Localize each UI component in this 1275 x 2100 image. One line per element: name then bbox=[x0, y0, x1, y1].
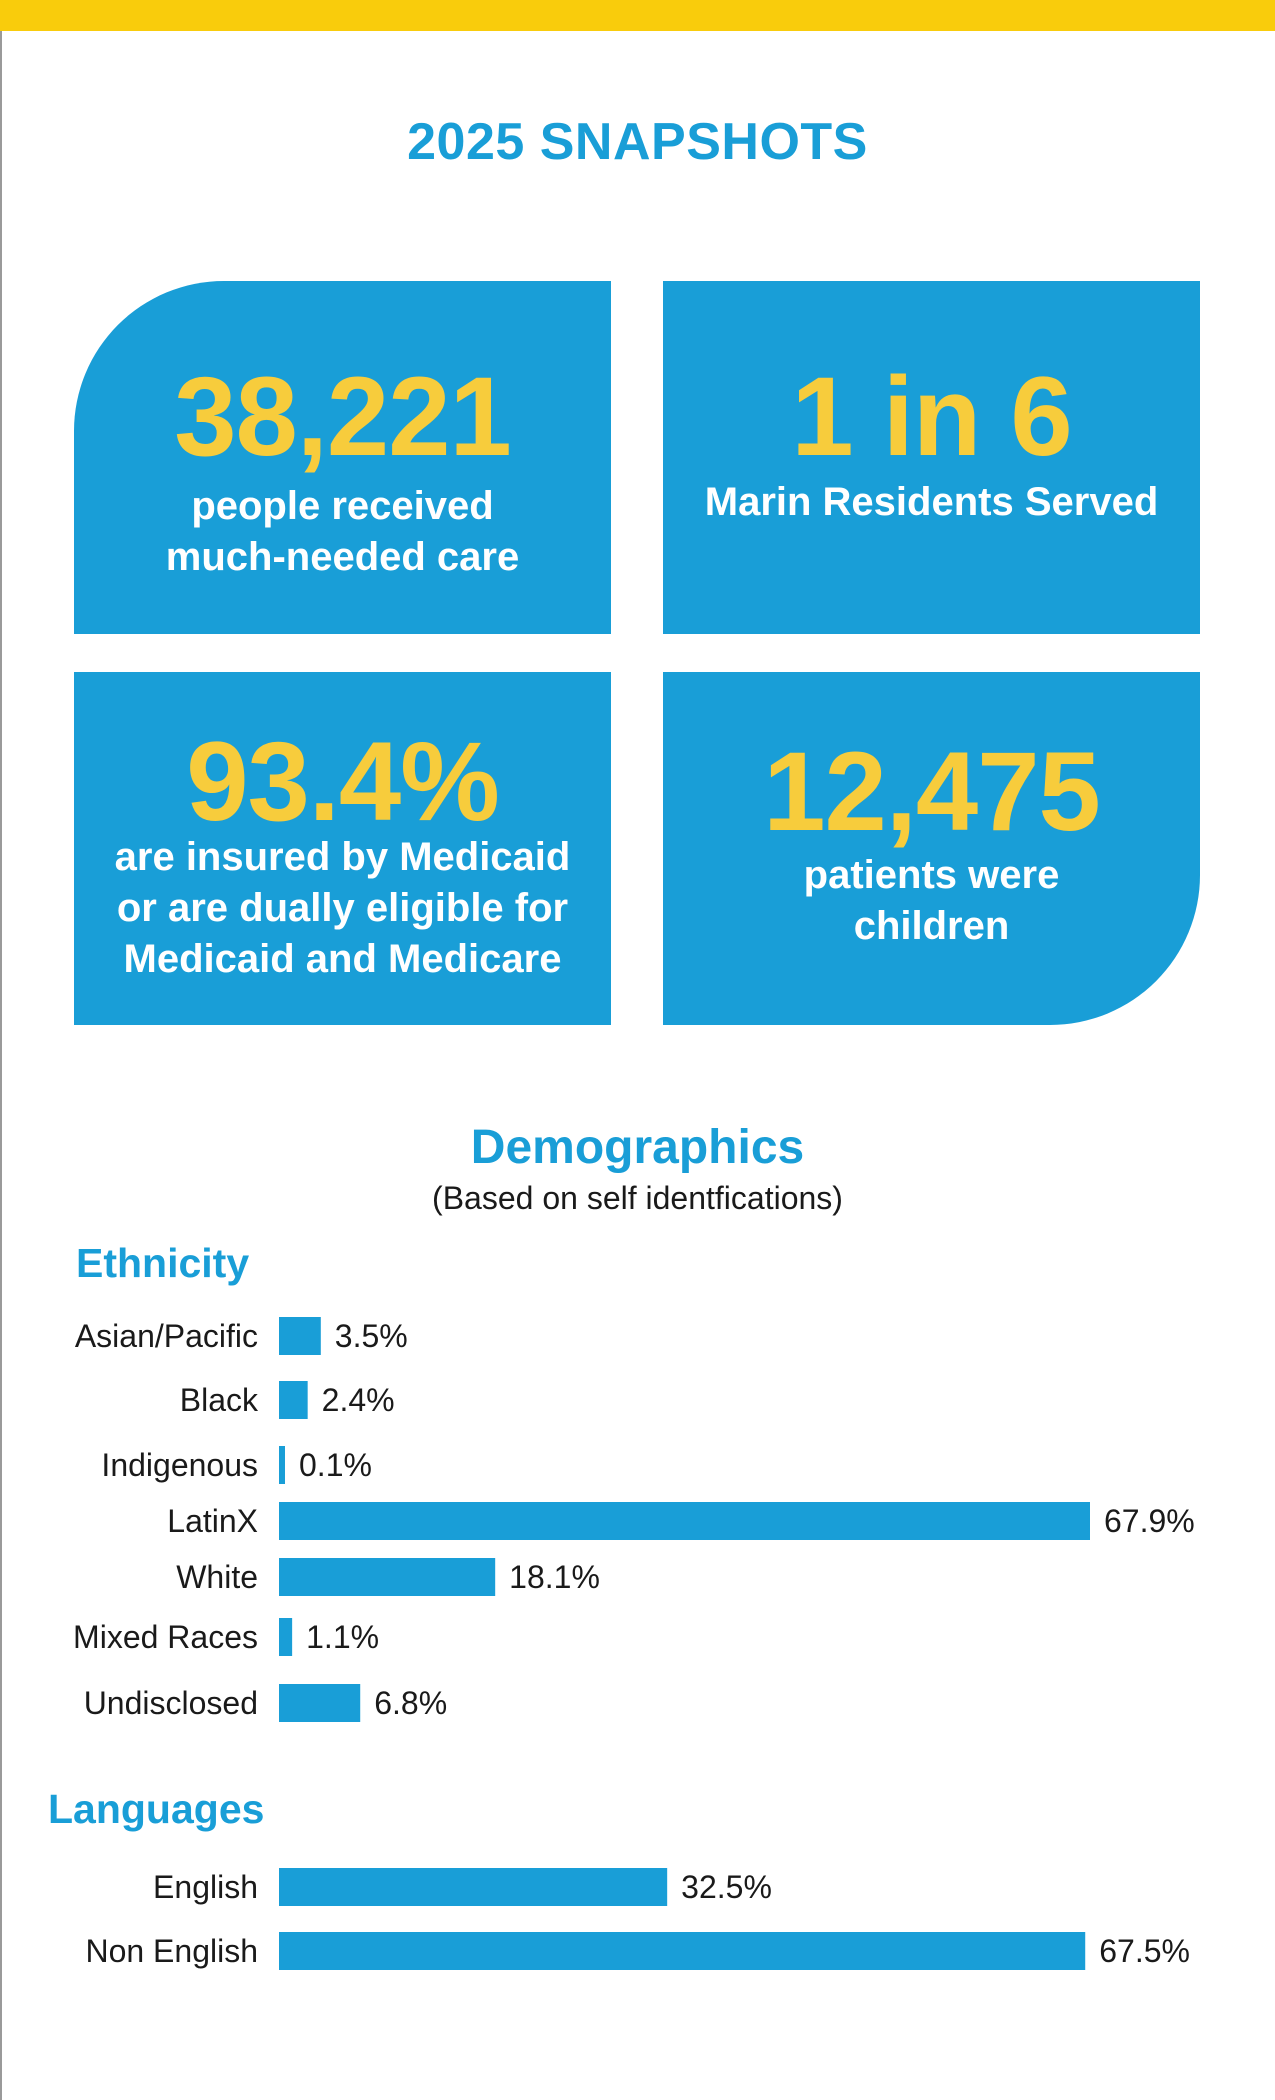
stat-label-line: are insured by Medicaid bbox=[114, 835, 571, 879]
page-edge bbox=[0, 0, 2, 2100]
value-label: 6.8% bbox=[374, 1685, 447, 1721]
bar-indigenous bbox=[279, 1446, 285, 1484]
value-label: 3.5% bbox=[335, 1318, 408, 1354]
stat-label-line: much-needed care bbox=[165, 535, 520, 579]
value-label: 67.9% bbox=[1104, 1503, 1195, 1539]
demographics-subtitle: (Based on self identfications) bbox=[432, 1180, 843, 1216]
bar-non-english bbox=[279, 1932, 1086, 1970]
value-label: 67.5% bbox=[1099, 1933, 1190, 1969]
stat-label: patients were children bbox=[663, 850, 1200, 952]
stat-number: 1 in 6 bbox=[791, 354, 1072, 479]
stat-label: are insured by Medicaid or are dually el… bbox=[74, 832, 611, 985]
category-label: LatinX bbox=[167, 1503, 258, 1539]
category-label: Mixed Races bbox=[73, 1619, 258, 1655]
page-title: 2025 SNAPSHOTS bbox=[407, 113, 868, 171]
value-label: 32.5% bbox=[681, 1869, 772, 1905]
ethnicity-title: Ethnicity bbox=[76, 1240, 250, 1286]
bar-asian-pacific bbox=[279, 1317, 321, 1355]
stat-card-medicaid: 93.4% are insured by Medicaid or are dua… bbox=[74, 672, 611, 1025]
value-label: 1.1% bbox=[306, 1619, 379, 1655]
bar-english bbox=[279, 1868, 668, 1906]
stat-label: Marin Residents Served bbox=[663, 477, 1200, 528]
category-label: English bbox=[153, 1869, 258, 1905]
bar-mixed-races bbox=[279, 1618, 293, 1656]
category-label: Undisclosed bbox=[84, 1685, 258, 1721]
languages-title: Languages bbox=[48, 1786, 265, 1832]
bar-undisclosed bbox=[279, 1684, 361, 1722]
stat-label-line: or are dually eligible for bbox=[116, 886, 569, 930]
stat-card-people-served: 38,221 people received much-needed care bbox=[74, 281, 611, 634]
stat-card-children: 12,475 patients were children bbox=[663, 672, 1200, 1025]
demographics-title: Demographics bbox=[470, 1121, 805, 1174]
stat-label-line: people received bbox=[191, 484, 494, 528]
category-label: Indigenous bbox=[101, 1447, 258, 1483]
stat-label-line: children bbox=[853, 904, 1010, 948]
bar-white bbox=[279, 1558, 496, 1596]
category-label: Asian/Pacific bbox=[75, 1318, 258, 1354]
stat-label-line: Marin Residents Served bbox=[704, 480, 1159, 524]
stat-number: 93.4% bbox=[186, 719, 500, 844]
stat-card-residents-ratio: 1 in 6 Marin Residents Served bbox=[663, 281, 1200, 634]
value-label: 0.1% bbox=[299, 1447, 372, 1483]
stat-label: people received much-needed care bbox=[74, 481, 611, 583]
category-label: Black bbox=[180, 1382, 259, 1418]
value-label: 2.4% bbox=[322, 1382, 395, 1418]
bar-latinx bbox=[279, 1502, 1090, 1540]
stat-label-line: patients were bbox=[803, 853, 1060, 897]
category-label: White bbox=[176, 1559, 258, 1595]
stat-number: 38,221 bbox=[174, 354, 512, 479]
bar-black bbox=[279, 1381, 308, 1419]
stat-label-line: Medicaid and Medicare bbox=[123, 937, 562, 981]
category-label: Non English bbox=[85, 1933, 258, 1969]
value-label: 18.1% bbox=[509, 1559, 600, 1595]
stat-number: 12,475 bbox=[763, 729, 1101, 854]
top-accent-bar bbox=[0, 0, 1275, 31]
